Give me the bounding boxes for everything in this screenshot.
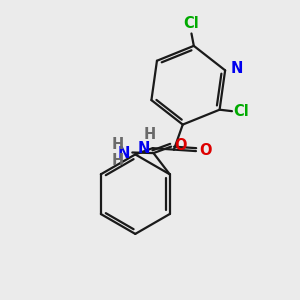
Text: H: H xyxy=(112,137,124,152)
Text: Cl: Cl xyxy=(234,104,250,119)
Text: N: N xyxy=(138,141,150,156)
Text: O: O xyxy=(174,138,187,153)
Text: H: H xyxy=(112,153,124,168)
Text: O: O xyxy=(200,143,212,158)
Text: H: H xyxy=(144,127,156,142)
Text: N: N xyxy=(118,146,130,160)
Text: N: N xyxy=(230,61,243,76)
Text: Cl: Cl xyxy=(183,16,199,31)
